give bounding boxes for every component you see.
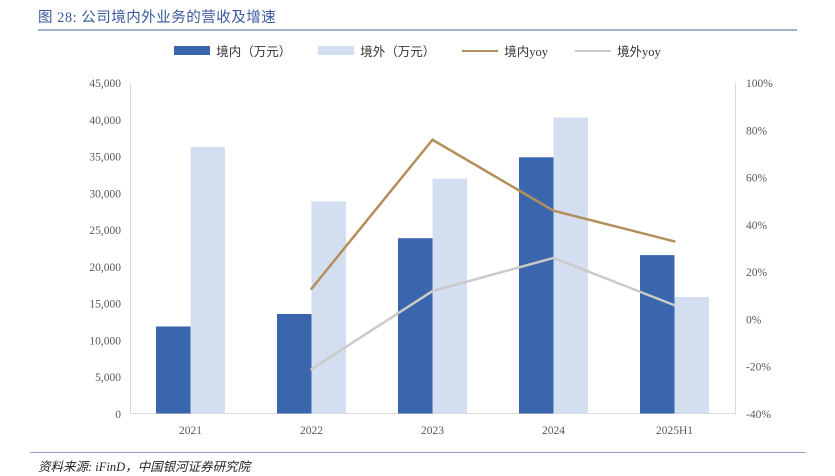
plot-border (130, 83, 736, 414)
legend-line-swatch (462, 49, 499, 52)
legend-label: 境外（万元） (360, 45, 436, 59)
legend-label: 境外yoy (617, 45, 661, 59)
bar-overseas-2022 (311, 201, 346, 414)
line-overseas-yoy (310, 256, 676, 371)
legend-item-3: 境外yoy (575, 41, 661, 60)
right-axis-tick: -40% (746, 409, 771, 421)
left-axis-tick: 5,000 (95, 372, 121, 384)
figure-title: 图 28: 公司境内外业务的营收及增速 (38, 10, 277, 26)
right-axis-tick: 20% (746, 267, 768, 279)
x-axis-label: 2025H1 (656, 425, 693, 437)
legend-bar-swatch (174, 46, 211, 55)
left-axis-tick: 40,000 (89, 115, 121, 127)
legend-item-0: 境内（万元） (174, 41, 291, 60)
title-rule (38, 29, 797, 31)
left-axis-tick: 35,000 (89, 152, 121, 164)
bar-overseas-2024 (553, 117, 588, 414)
legend-bar-swatch (318, 46, 355, 55)
left-axis-tick: 45,000 (89, 78, 121, 90)
bar-overseas-2025H1 (674, 297, 709, 414)
right-axis-tick: 80% (746, 125, 768, 137)
footer-rule (30, 452, 806, 453)
right-axis-tick: 60% (746, 173, 768, 185)
bar-domestic-2025H1 (640, 255, 675, 414)
bar-domestic-2023 (398, 238, 433, 414)
left-axis-tick: 20,000 (89, 262, 121, 274)
left-axis-tick: 25,000 (89, 225, 121, 237)
bar-domestic-2022 (277, 313, 312, 414)
x-axis-label: 2021 (179, 425, 202, 437)
right-axis-tick: 0% (746, 314, 762, 326)
legend-item-1: 境外（万元） (318, 41, 435, 60)
chart-legend: 境内（万元） 境外（万元） 境内yoy 境外yoy (0, 41, 835, 60)
bar-overseas-2023 (432, 178, 467, 414)
bar-overseas-2021 (190, 146, 225, 414)
legend-label: 境内（万元） (216, 45, 292, 59)
x-axis-label: 2024 (542, 425, 565, 437)
right-axis-tick: 100% (746, 78, 773, 90)
bar-domestic-2024 (519, 157, 554, 414)
source-note: 资料来源: iFinD，中国银河证券研究院 (38, 460, 251, 474)
legend-line-swatch (575, 49, 612, 52)
x-axis-label: 2023 (421, 425, 444, 437)
left-axis-tick: 15,000 (89, 299, 121, 311)
right-axis-tick: -20% (746, 362, 771, 374)
left-axis-tick: 10,000 (89, 335, 121, 347)
bar-domestic-2021 (156, 326, 191, 414)
legend-item-2: 境内yoy (462, 41, 548, 60)
left-axis-tick: 30,000 (89, 188, 121, 200)
line-domestic-yoy (310, 138, 676, 290)
right-axis-tick: 40% (746, 220, 768, 232)
x-axis-label: 2022 (300, 425, 323, 437)
legend-label: 境内yoy (504, 45, 549, 59)
left-axis-tick: 0 (115, 409, 121, 421)
